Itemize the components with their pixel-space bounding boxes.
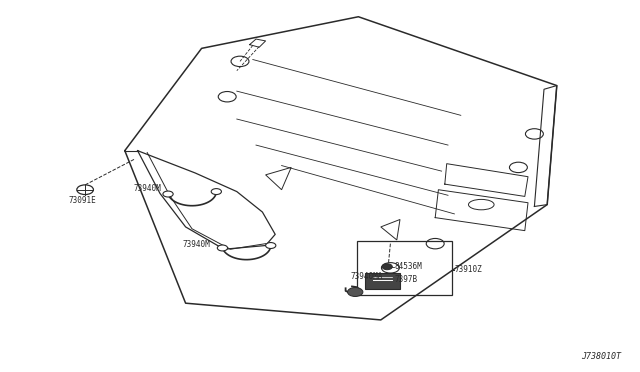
Text: 73940M: 73940M [133, 185, 161, 193]
Text: 73940M: 73940M [182, 240, 210, 249]
Circle shape [218, 245, 228, 251]
Circle shape [163, 191, 173, 197]
Circle shape [348, 288, 363, 296]
Text: J738010T: J738010T [581, 352, 621, 361]
Text: 73091E: 73091E [68, 196, 96, 205]
Circle shape [77, 185, 93, 195]
FancyBboxPatch shape [365, 273, 400, 289]
Text: 73940MA: 73940MA [351, 272, 383, 281]
Circle shape [211, 189, 221, 195]
Text: 7397B: 7397B [395, 275, 418, 284]
Text: 84536M: 84536M [395, 262, 422, 271]
Circle shape [266, 243, 276, 248]
Text: 73910Z: 73910Z [454, 265, 482, 274]
Circle shape [382, 264, 392, 270]
